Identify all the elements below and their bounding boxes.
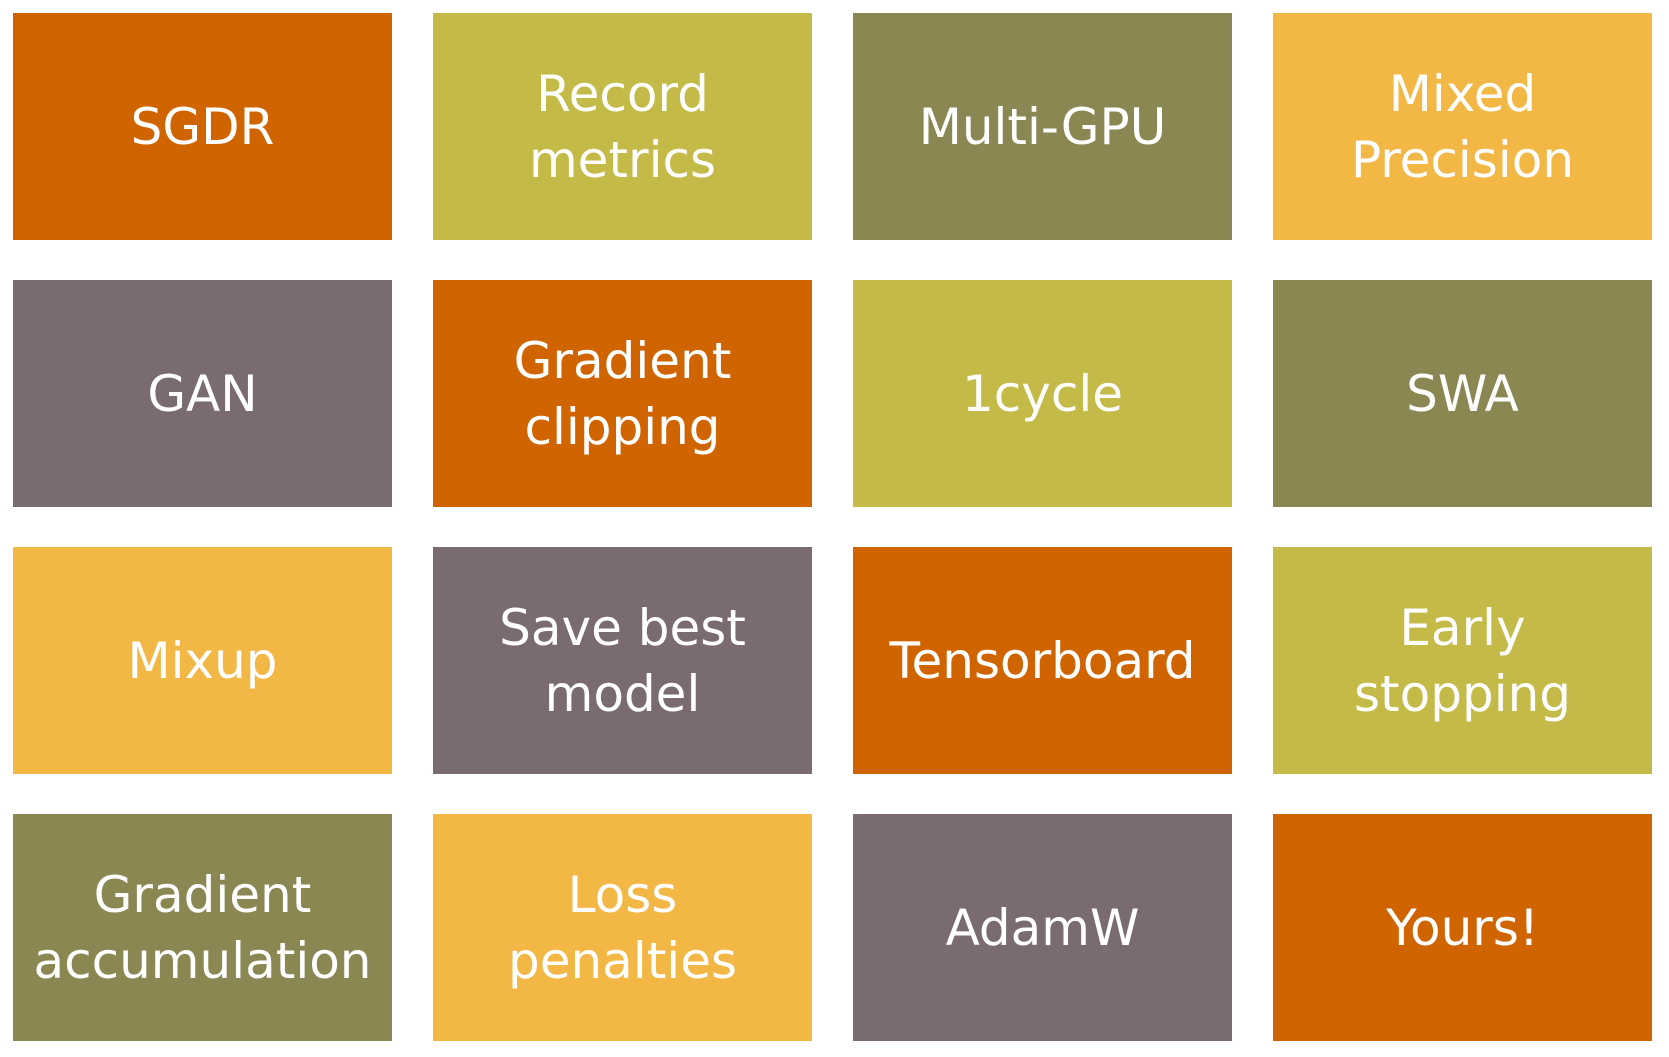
- feature-tile-label: Mixup: [127, 631, 278, 690]
- feature-tile: AdamW: [853, 814, 1232, 1041]
- feature-tile: Mixup: [13, 547, 392, 774]
- feature-tile-label: Multi-GPU: [918, 97, 1167, 156]
- feature-tile-label: Loss penalties: [507, 865, 738, 990]
- feature-tile: Mixed Precision: [1273, 13, 1652, 240]
- feature-tile-label: Yours!: [1386, 898, 1539, 957]
- feature-tile-label: Early stopping: [1353, 598, 1572, 723]
- feature-tile-label: AdamW: [945, 898, 1140, 957]
- feature-tile: Gradient clipping: [433, 280, 812, 507]
- feature-tile-label: SWA: [1406, 364, 1519, 423]
- feature-tile-label: Mixed Precision: [1350, 64, 1575, 189]
- feature-tile: Save best model: [433, 547, 812, 774]
- feature-tile-label: Tensorboard: [889, 631, 1196, 690]
- feature-tile: Gradient accumulation: [13, 814, 392, 1041]
- feature-tile: GAN: [13, 280, 392, 507]
- feature-tile-label: GAN: [147, 364, 258, 423]
- feature-tile-label: SGDR: [130, 97, 275, 156]
- feature-tile: Multi-GPU: [853, 13, 1232, 240]
- feature-tile-label: Record metrics: [528, 64, 717, 189]
- feature-tile: Loss penalties: [433, 814, 812, 1041]
- feature-tile: 1cycle: [853, 280, 1232, 507]
- feature-tile: Yours!: [1273, 814, 1652, 1041]
- feature-tile-label: Gradient clipping: [513, 331, 732, 456]
- feature-tile: Record metrics: [433, 13, 812, 240]
- feature-tile: SWA: [1273, 280, 1652, 507]
- feature-tile-grid: SGDR Record metrics Multi-GPU Mixed Precisi…: [13, 13, 1652, 1041]
- feature-tile-label: 1cycle: [961, 364, 1124, 423]
- feature-tile: Tensorboard: [853, 547, 1232, 774]
- feature-tile: SGDR: [13, 13, 392, 240]
- feature-tile-label: Save best model: [499, 598, 746, 723]
- feature-tile-label: Gradient accumulation: [33, 865, 372, 990]
- feature-tile: Early stopping: [1273, 547, 1652, 774]
